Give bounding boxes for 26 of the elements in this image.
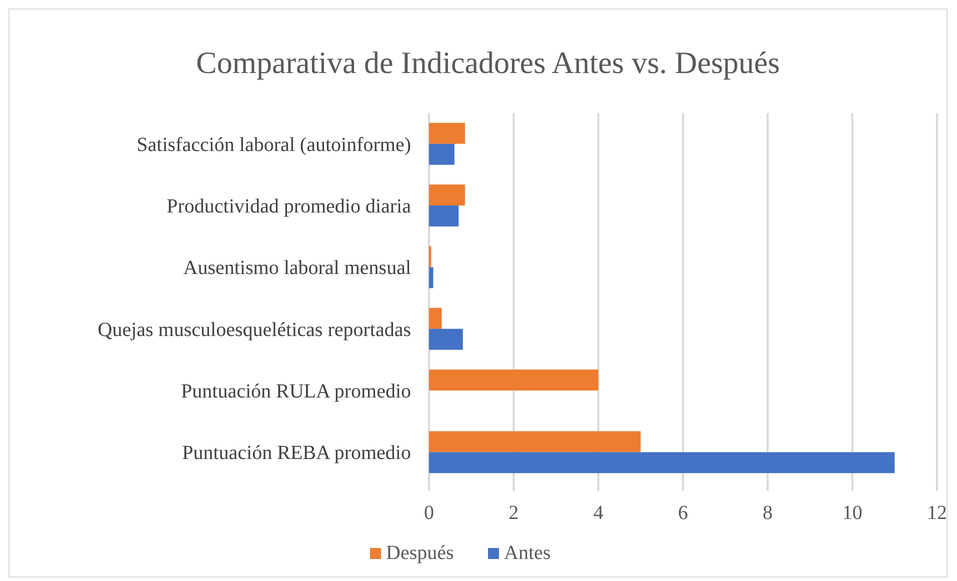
x-tick-label: 12 <box>927 502 947 524</box>
y-tick-label: Satisfacción laboral (autoinforme) <box>136 134 411 156</box>
chart-title: Comparativa de Indicadores Antes vs. Después <box>196 45 780 80</box>
legend-label: Después <box>386 542 454 564</box>
y-tick-label: Ausentismo laboral mensual <box>183 257 412 280</box>
y-tick-label: Puntuación REBA promedio <box>182 442 411 464</box>
bar <box>429 122 465 144</box>
bar <box>429 267 434 288</box>
x-tick-label: 4 <box>593 502 604 524</box>
x-tick-label: 2 <box>508 502 519 524</box>
bar <box>429 328 463 350</box>
y-tick-label: Puntuación RULA promedio <box>181 380 411 402</box>
x-tick-label: 8 <box>762 502 773 524</box>
bar <box>429 370 598 390</box>
x-tick-label: 10 <box>842 502 862 524</box>
bar <box>429 452 895 474</box>
x-tick-label: 0 <box>424 502 434 524</box>
bar <box>429 431 641 452</box>
x-tick-label: 6 <box>678 502 688 524</box>
bar <box>429 144 454 165</box>
legend-label: Antes <box>504 542 551 564</box>
bar <box>429 308 442 329</box>
y-tick-label: Quejas musculoesqueléticas reportadas <box>98 318 412 341</box>
bar <box>429 184 465 206</box>
y-tick-label: Productividad promedio diaria <box>166 196 412 218</box>
bar <box>429 206 459 226</box>
